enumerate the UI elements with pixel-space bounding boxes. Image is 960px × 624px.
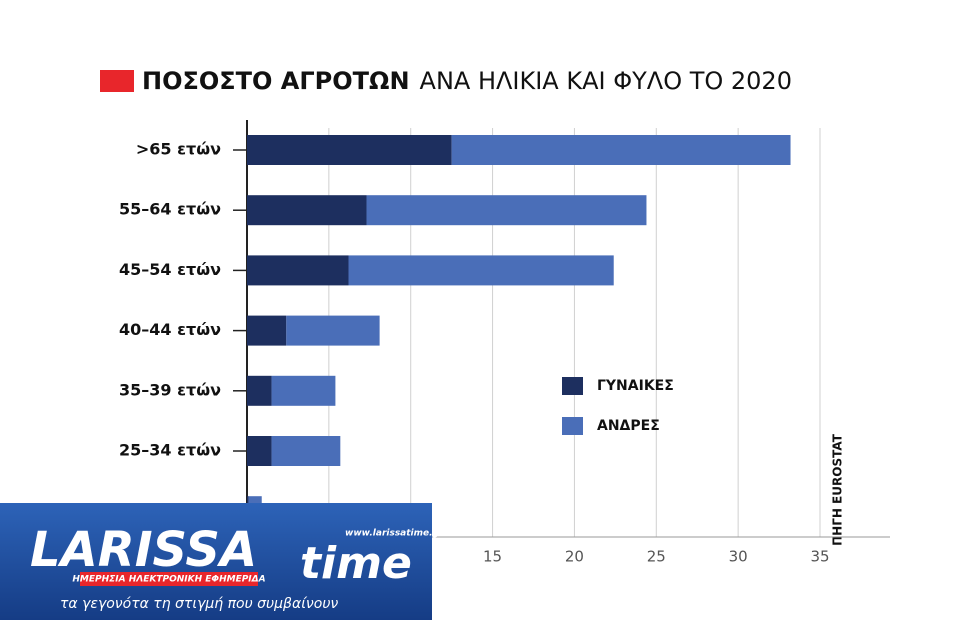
logo-tagline: ΗΜΕΡΗΣΙΑ ΗΛΕΚΤΡΟΝΙΚΗ ΕΦΗΜΕΡΙΔΑ (72, 575, 265, 585)
bar (247, 375, 272, 406)
y-tick-label: 55–64 ετών (119, 200, 221, 219)
logo-name2: time (300, 538, 412, 589)
x-tick-label: 25 (647, 548, 666, 566)
legend-swatch (562, 377, 583, 395)
x-tick-label: 20 (565, 548, 584, 566)
chart-subtitle: ΑΝΑ ΗΛΙΚΙΑ ΚΑΙ ΦΥΛΟ ΤΟ 2020 (420, 67, 792, 95)
x-tick-label: 15 (483, 548, 502, 566)
title-marker (100, 70, 134, 92)
bar (247, 195, 367, 226)
bar (451, 135, 791, 165)
bar (247, 436, 272, 466)
logo-url: www.larissatime.gr (345, 529, 444, 539)
legend-label: ΓΥΝΑΙΚΕΣ (597, 378, 674, 394)
legend-swatch (562, 417, 583, 435)
y-tick-label: 40–44 ετών (119, 320, 221, 339)
y-tick-label: 45–54 ετών (119, 260, 221, 279)
bar (247, 255, 349, 286)
source: ΠΗΓΗ EUROSTAT (831, 433, 845, 546)
x-tick-label: 30 (729, 548, 748, 566)
logo-tag-bg (80, 572, 258, 586)
bar (247, 315, 287, 346)
bar (271, 436, 341, 466)
logo-motto: τα γεγονότα τη στιγμή που συμβαίνουν (60, 596, 338, 612)
logo-name: LARISSA (30, 522, 257, 578)
chart-title: ΠΟΣΟΣΤΟ ΑΓΡΟΤΩΝ (142, 67, 410, 95)
y-tick-label: 25–34 ετών (119, 441, 221, 460)
logo: LARISSA time www.larissatime.gr ΗΜΕΡΗΣΙΑ… (0, 503, 444, 620)
bar (286, 315, 380, 346)
bar (348, 255, 614, 286)
legend-label: ΑΝΔΡΕΣ (597, 418, 660, 434)
y-tick-label: >65 ετών (136, 140, 221, 159)
bar (247, 135, 452, 165)
x-tick-label: 35 (810, 548, 829, 566)
bar (271, 375, 336, 406)
logo-bg (0, 503, 432, 620)
y-tick-label: 35–39 ετών (119, 380, 221, 399)
bar (366, 195, 647, 226)
